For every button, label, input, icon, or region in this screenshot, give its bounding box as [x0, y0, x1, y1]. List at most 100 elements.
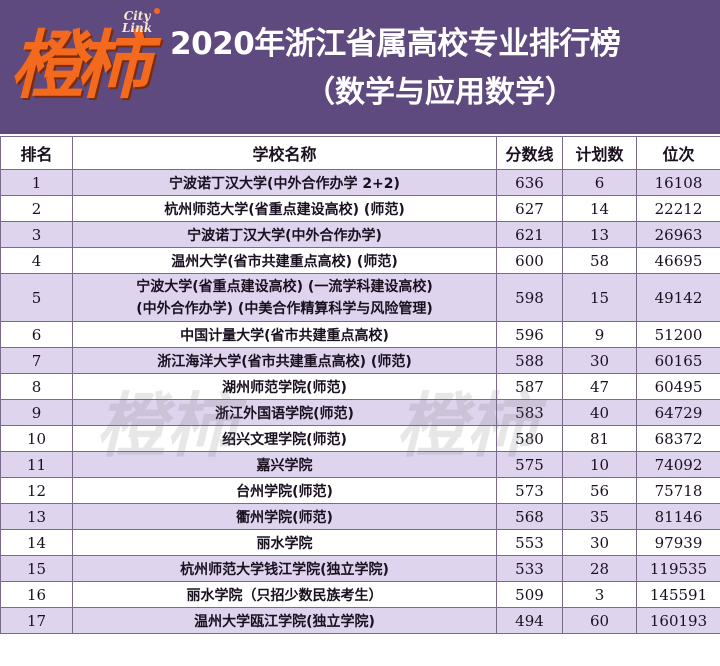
position-cell: 60165 [636, 347, 720, 374]
plan-cell: 30 [562, 529, 637, 556]
table-row: 6 中国计量大学(省市共建重点高校) 596 9 51200 [0, 321, 720, 348]
school-cell: 温州大学瓯江学院(独立学院) [72, 607, 497, 634]
header-position: 位次 [636, 136, 720, 170]
rank-cell: 3 [0, 221, 73, 248]
plan-cell: 56 [562, 477, 637, 504]
table-row: 10 绍兴文理学院(师范) 580 81 68372 [0, 425, 720, 452]
header-school: 学校名称 [72, 136, 497, 170]
school-cell: 湖州师范学院(师范) [72, 373, 497, 400]
page-title: 2020年浙江省属高校专业排行榜 [170, 26, 621, 62]
logo-sub-line1: City [123, 9, 151, 23]
header-banner: 橙柿 City Link 2020年浙江省属高校专业排行榜 （数学与应用数学） [0, 0, 720, 134]
logo-dot-icon [154, 8, 160, 14]
header-score: 分数线 [496, 136, 563, 170]
school-cell: 杭州师范大学钱江学院(独立学院) [72, 555, 497, 582]
plan-cell: 35 [562, 503, 637, 530]
school-cell: 浙江外国语学院(师范) [72, 399, 497, 426]
rank-cell: 16 [0, 581, 73, 608]
table-row: 5 宁波大学(省重点建设高校) (一流学科建设高校) (中外合作办学) (中美合… [0, 273, 720, 322]
position-cell: 16108 [636, 169, 720, 196]
plan-cell: 40 [562, 399, 637, 426]
rank-cell: 2 [0, 195, 73, 222]
table-row: 8 湖州师范学院(师范) 587 47 60495 [0, 373, 720, 400]
table-row: 7 浙江海洋大学(省市共建重点高校) (师范) 588 30 60165 [0, 347, 720, 374]
plan-cell: 47 [562, 373, 637, 400]
plan-cell: 9 [562, 321, 637, 348]
logo-sub-line2: Link [121, 21, 153, 35]
school-cell: 宁波大学(省重点建设高校) (一流学科建设高校) (中外合作办学) (中美合作精… [72, 273, 497, 322]
school-cell: 中国计量大学(省市共建重点高校) [72, 321, 497, 348]
rank-cell: 5 [0, 273, 73, 322]
school-line-2: (中外合作办学) (中美合作精算科学与风险管理) [136, 300, 433, 317]
rank-cell: 4 [0, 247, 73, 274]
score-cell: 587 [496, 373, 563, 400]
table-row: 11 嘉兴学院 575 10 74092 [0, 451, 720, 478]
table-row: 9 浙江外国语学院(师范) 583 40 64729 [0, 399, 720, 426]
rank-cell: 8 [0, 373, 73, 400]
position-cell: 60495 [636, 373, 720, 400]
table-row: 15 杭州师范大学钱江学院(独立学院) 533 28 119535 [0, 555, 720, 582]
table-row: 14 丽水学院 553 30 97939 [0, 529, 720, 556]
plan-cell: 15 [562, 273, 637, 322]
table-row: 1 宁波诺丁汉大学(中外合作办学 2+2) 636 6 16108 [0, 169, 720, 196]
table-header-row: 排名 学校名称 分数线 计划数 位次 [0, 136, 720, 170]
score-cell: 568 [496, 503, 563, 530]
score-cell: 533 [496, 555, 563, 582]
position-cell: 160193 [636, 607, 720, 634]
header-plan: 计划数 [562, 136, 637, 170]
school-cell: 绍兴文理学院(师范) [72, 425, 497, 452]
position-cell: 145591 [636, 581, 720, 608]
plan-cell: 60 [562, 607, 637, 634]
score-cell: 583 [496, 399, 563, 426]
school-cell: 丽水学院（只招少数民族考生） [72, 581, 497, 608]
plan-cell: 58 [562, 247, 637, 274]
score-cell: 627 [496, 195, 563, 222]
ranking-table: 排名 学校名称 分数线 计划数 位次 1 宁波诺丁汉大学(中外合作办学 2+2)… [0, 136, 720, 634]
position-cell: 81146 [636, 503, 720, 530]
score-cell: 575 [496, 451, 563, 478]
score-cell: 636 [496, 169, 563, 196]
school-cell: 宁波诺丁汉大学(中外合作办学 2+2) [72, 169, 497, 196]
table-row: 12 台州学院(师范) 573 56 75718 [0, 477, 720, 504]
plan-cell: 30 [562, 347, 637, 374]
header-rank: 排名 [0, 136, 73, 170]
rank-cell: 15 [0, 555, 73, 582]
position-cell: 74092 [636, 451, 720, 478]
table-row: 3 宁波诺丁汉大学(中外合作办学) 621 13 26963 [0, 221, 720, 248]
rank-cell: 10 [0, 425, 73, 452]
position-cell: 22212 [636, 195, 720, 222]
score-cell: 573 [496, 477, 563, 504]
position-cell: 49142 [636, 273, 720, 322]
table-row: 16 丽水学院（只招少数民族考生） 509 3 145591 [0, 581, 720, 608]
school-cell: 丽水学院 [72, 529, 497, 556]
school-cell: 衢州学院(师范) [72, 503, 497, 530]
rank-cell: 12 [0, 477, 73, 504]
position-cell: 119535 [636, 555, 720, 582]
plan-cell: 3 [562, 581, 637, 608]
school-cell: 杭州师范大学(省重点建设高校) (师范) [72, 195, 497, 222]
position-cell: 46695 [636, 247, 720, 274]
school-cell: 宁波诺丁汉大学(中外合作办学) [72, 221, 497, 248]
position-cell: 26963 [636, 221, 720, 248]
score-cell: 621 [496, 221, 563, 248]
plan-cell: 10 [562, 451, 637, 478]
score-cell: 600 [496, 247, 563, 274]
school-cell: 浙江海洋大学(省市共建重点高校) (师范) [72, 347, 497, 374]
school-cell: 温州大学(省市共建重点高校) (师范) [72, 247, 497, 274]
table-row: 13 衢州学院(师范) 568 35 81146 [0, 503, 720, 530]
position-cell: 64729 [636, 399, 720, 426]
table-row: 2 杭州师范大学(省重点建设高校) (师范) 627 14 22212 [0, 195, 720, 222]
logo-subtext: City Link [114, 10, 160, 34]
score-cell: 588 [496, 347, 563, 374]
score-cell: 598 [496, 273, 563, 322]
plan-cell: 14 [562, 195, 637, 222]
rank-cell: 6 [0, 321, 73, 348]
score-cell: 509 [496, 581, 563, 608]
plan-cell: 28 [562, 555, 637, 582]
rank-cell: 9 [0, 399, 73, 426]
rank-cell: 14 [0, 529, 73, 556]
plan-cell: 13 [562, 221, 637, 248]
school-line-1: 宁波大学(省重点建设高校) (一流学科建设高校) [136, 278, 433, 295]
position-cell: 75718 [636, 477, 720, 504]
